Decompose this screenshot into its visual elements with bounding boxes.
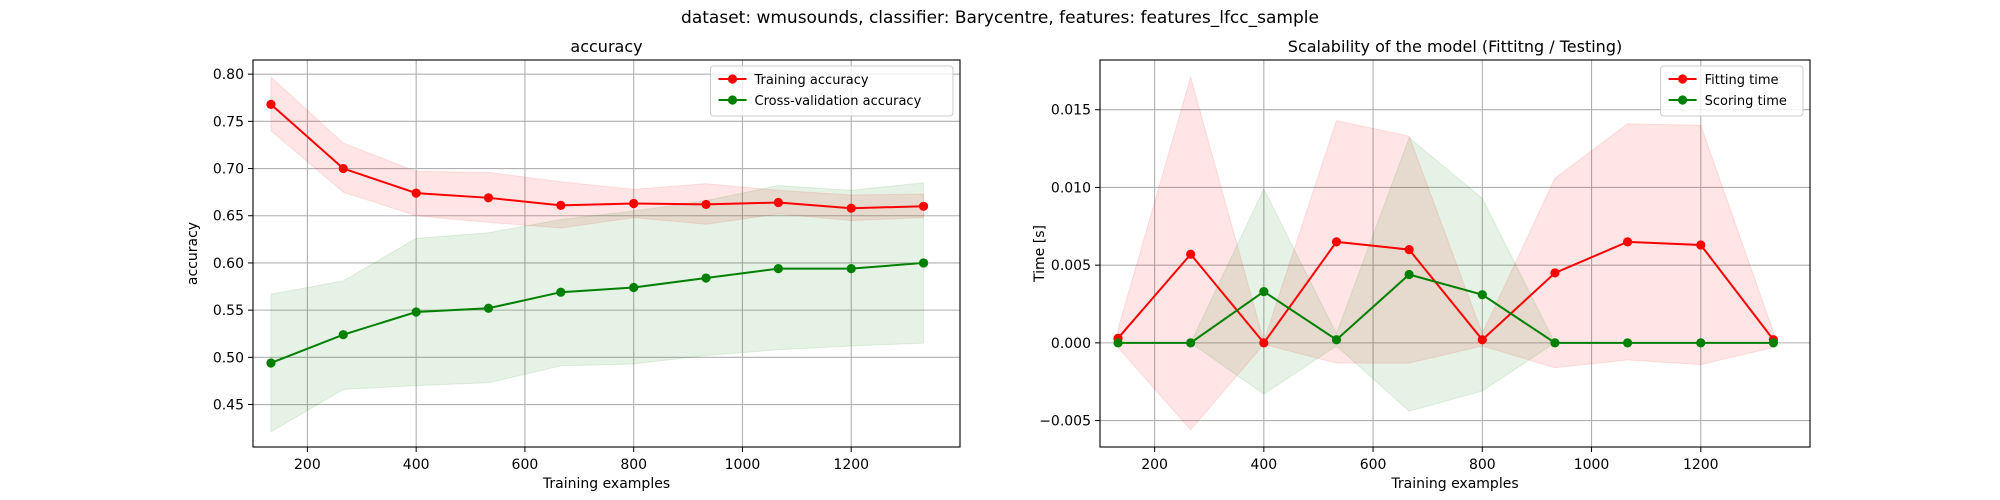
chart-0-series-0-point-5: [629, 198, 639, 209]
chart-1-legend-marker-1: [1678, 95, 1688, 105]
chart-0-series-1-point-8: [846, 264, 856, 274]
chart-0-series-1-point-2: [411, 307, 421, 317]
chart-0-legend-box: [710, 65, 954, 117]
chart-1-series-1-point-3: [1331, 335, 1342, 345]
chart-1-x-tick-label-2: 600: [1360, 457, 1387, 473]
chart-1-x-tick-label-4: 1000: [1574, 457, 1610, 473]
chart-1-x-tick-label-0: 200: [1141, 457, 1168, 473]
chart-0-series-1-point-6: [701, 273, 711, 283]
chart-0-y-tick-label-7: 0.80: [213, 67, 244, 83]
chart-1-legend-label-1: Scoring time: [1705, 94, 1787, 109]
chart-0-y-tick-label-4: 0.65: [213, 209, 244, 225]
chart-1-series-0-point-1: [1186, 249, 1196, 259]
chart-0-series-0-point-1: [338, 163, 348, 174]
chart-1-series-1-point-4: [1404, 269, 1414, 280]
chart-1-x-tick-label-3: 800: [1469, 457, 1496, 473]
chart-0-series-1-point-1: [338, 330, 348, 340]
chart-0-series-1-point-4: [556, 287, 566, 297]
chart-1-series-0-point-7: [1622, 237, 1633, 247]
chart-1-x-tick-label-5: 1200: [1683, 457, 1719, 473]
chart-1-series-0-point-2: [1259, 338, 1269, 348]
chart-1-series-1-point-0: [1113, 338, 1123, 348]
chart-1-series-0-point-8: [1696, 240, 1706, 250]
chart-1-legend-label-0: Fitting time: [1705, 73, 1779, 88]
chart-1-title: Scalability of the model (Fittitng / Tes…: [1288, 37, 1622, 56]
chart-0-y-tick-label-1: 0.50: [213, 350, 244, 366]
chart-0-series-0-point-0: [266, 99, 276, 109]
chart-0-series-0-point-8: [846, 203, 856, 213]
chart-0-x-tick-label-3: 800: [620, 457, 647, 473]
chart-0-series-0-point-4: [556, 200, 566, 210]
chart-0-series-0-point-3: [483, 193, 494, 203]
chart-1-y-tick-label-4: 0.015: [1051, 103, 1091, 119]
chart-1-xlabel: Training examples: [1390, 476, 1518, 492]
chart-1-series-1-line: [1118, 273, 1774, 344]
chart-0-series-1-point-9: [918, 258, 929, 268]
chart-0-legend-label-1: Cross-validation accuracy: [755, 94, 922, 109]
chart-1-series-0-point-6: [1550, 268, 1560, 278]
chart-1-series-1-band: [1118, 136, 1774, 412]
chart-0-y-tick-label-6: 0.75: [213, 114, 244, 130]
chart-1-series-1-point-5: [1477, 290, 1487, 300]
chart-1-series-0-point-4: [1404, 245, 1414, 255]
chart-0-legend-label-0: Training accuracy: [754, 73, 869, 88]
chart-1-series-1-point-9: [1768, 338, 1779, 348]
chart-0-y-tick-label-3: 0.60: [213, 256, 244, 272]
chart-1-frame: [1099, 59, 1811, 448]
chart-1-series-1-point-8: [1696, 338, 1706, 348]
accuracy-chart: 200 400 600 800 1000 1200 0.45 0.50 0.55 0.60 0.65…: [185, 37, 961, 492]
chart-0-xlabel: Training examples: [542, 476, 670, 492]
chart-1-y-tick-label-1: 0.000: [1051, 336, 1091, 352]
chart-1-series-1-point-2: [1259, 286, 1269, 297]
chart-0-series-0-point-7: [773, 197, 783, 208]
chart-0-x-tick-label-0: 200: [294, 457, 321, 473]
chart-1-series-0-point-5: [1477, 335, 1487, 345]
chart-1-series-0-point-3: [1331, 237, 1342, 247]
chart-0-y-tick-label-0: 0.45: [213, 398, 244, 414]
chart-1-series-1-point-1: [1186, 338, 1196, 348]
chart-0-y-tick-label-2: 0.55: [213, 303, 244, 319]
chart-0-legend-marker-0: [727, 74, 738, 84]
chart-1-x-tick-label-1: 400: [1250, 457, 1277, 473]
chart-0-series-0-point-9: [918, 201, 929, 211]
chart-1-plot-area: [1113, 75, 1779, 431]
chart-0-frame: [252, 59, 961, 448]
chart-1-series-0-line: [1117, 240, 1775, 345]
chart-1-series-0-band: [1117, 75, 1774, 431]
chart-0-series-1-point-5: [629, 282, 639, 293]
chart-0-series-1-point-3: [483, 303, 494, 313]
chart-0-title: accuracy: [570, 37, 642, 56]
figure-suptitle: dataset: wmusounds, classifier: Barycent…: [681, 8, 1319, 28]
chart-1-legend: Fitting time Scoring time: [1660, 65, 1804, 117]
chart-1-y-tick-label-0: −0.005: [1039, 414, 1091, 430]
chart-0-series-0-line: [270, 103, 924, 210]
chart-1-series-1-point-7: [1622, 338, 1633, 348]
chart-0-series-1-line: [270, 261, 924, 364]
chart-0-series-1-point-0: [266, 358, 276, 368]
chart-0-x-tick-label-1: 400: [403, 457, 430, 473]
chart-1-y-tick-label-3: 0.010: [1051, 180, 1091, 196]
chart-0-series-0-band: [270, 75, 925, 229]
chart-0-x-tick-label-4: 1000: [725, 457, 761, 473]
chart-0-y-tick-label-5: 0.70: [213, 162, 244, 178]
chart-0-ylabel: accuracy: [185, 222, 201, 285]
chart-0-series-1-band: [270, 182, 925, 433]
chart-0-plot-area: [266, 75, 929, 433]
chart-1-series-1-point-6: [1550, 338, 1560, 348]
chart-0-x-tick-label-2: 600: [512, 457, 539, 473]
chart-0-series-1-point-7: [773, 264, 783, 274]
chart-0-legend: Training accuracy Cross-validation accura…: [710, 65, 954, 117]
chart-1-legend-marker-0: [1678, 74, 1688, 84]
chart-0-x-tick-label-5: 1200: [833, 457, 869, 473]
chart-0-series-0-point-6: [701, 199, 711, 210]
scalability-chart: 200 400 600 800 1000 1200 −0.005 0.000 0.005 0.01…: [1032, 37, 1811, 492]
chart-1-y-tick-label-2: 0.005: [1051, 258, 1091, 274]
chart-1-ylabel: Time [s]: [1032, 225, 1048, 283]
chart-0-legend-marker-1: [727, 95, 738, 105]
chart-0-series-0-point-2: [411, 188, 421, 198]
